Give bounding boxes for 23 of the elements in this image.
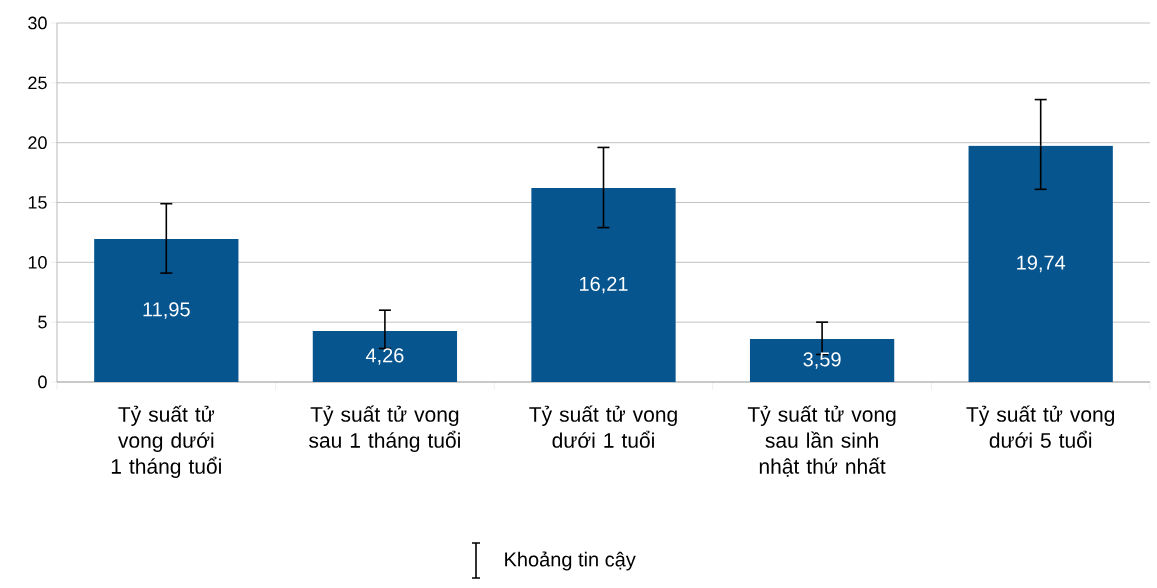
data-label: 16,21 (580, 276, 628, 294)
x-tick-label: Tỷ suất tử vong dưới 1 tuổi (529, 405, 677, 448)
data-label: 4,26 (365, 348, 404, 365)
bar (94, 238, 239, 382)
bar (749, 339, 895, 382)
bar (312, 331, 458, 382)
x-tick-label: Tỷ suất tử vong sau lần sinh nhật thứ nhất (747, 405, 896, 477)
bar (968, 145, 1113, 382)
y-tick-label: 5 (38, 315, 47, 329)
y-tick-label: 0 (38, 375, 47, 389)
data-label: 11,95 (143, 302, 190, 319)
y-tick-label: 15 (28, 196, 47, 209)
bar (531, 188, 676, 382)
data-label: 19,74 (1017, 255, 1066, 273)
y-tick-label: 20 (28, 136, 47, 150)
x-tick-label: Tỷ suất tử vong dưới 1 tháng tuổi (111, 405, 221, 479)
x-tick-label: Tỷ suất tử vong dưới 5 tuổi (966, 405, 1115, 448)
x-tick-label: Tỷ suất tử vong sau 1 tháng tuổi (309, 405, 460, 453)
y-tick-label: 25 (28, 76, 47, 90)
y-tick-label: 30 (28, 16, 47, 30)
y-tick-label: 10 (28, 255, 47, 269)
text: Khoảng tin cậy (505, 551, 636, 571)
data-label: 3,59 (803, 352, 841, 369)
